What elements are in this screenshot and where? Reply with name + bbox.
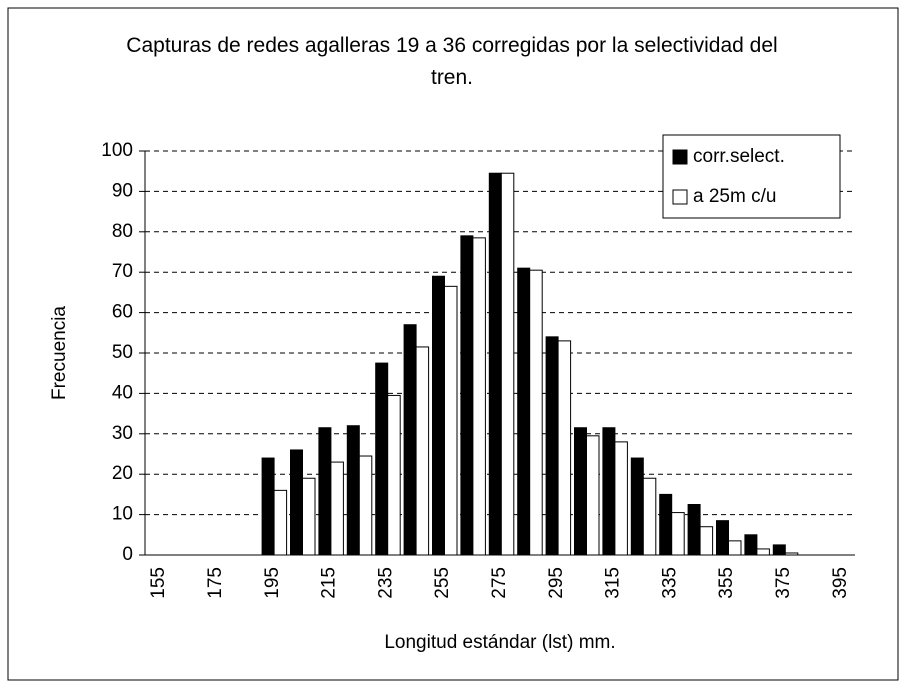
y-tick-label: 90 bbox=[112, 180, 133, 201]
bar bbox=[756, 548, 770, 556]
bar bbox=[772, 544, 786, 556]
bar bbox=[545, 336, 559, 556]
bar bbox=[630, 457, 644, 556]
x-tick-label: 335 bbox=[659, 567, 680, 599]
x-tick-label: 295 bbox=[546, 567, 567, 599]
x-tick-label: 375 bbox=[773, 567, 794, 599]
bar bbox=[500, 172, 515, 556]
y-tick-label: 20 bbox=[112, 463, 133, 484]
x-tick-label: 315 bbox=[603, 567, 624, 599]
legend-label: corr.select. bbox=[693, 146, 785, 167]
x-tick-label: 395 bbox=[830, 567, 851, 599]
bar bbox=[403, 324, 417, 556]
bar bbox=[415, 346, 430, 556]
legend-swatch bbox=[672, 189, 688, 205]
x-tick-label: 175 bbox=[205, 567, 226, 599]
y-axis-title: Frecuencia bbox=[49, 306, 70, 400]
bar bbox=[557, 340, 572, 556]
bar bbox=[290, 449, 303, 556]
x-tick-label: 275 bbox=[489, 567, 510, 599]
bar bbox=[642, 477, 657, 556]
bar bbox=[728, 540, 742, 556]
bar bbox=[614, 441, 628, 556]
x-tick-label: 355 bbox=[716, 567, 737, 599]
legend-label: a 25m c/u bbox=[693, 186, 776, 207]
bar bbox=[744, 534, 758, 556]
bar bbox=[671, 512, 685, 556]
y-tick-label: 60 bbox=[112, 302, 133, 323]
x-tick-label: 195 bbox=[262, 567, 283, 599]
y-tick-label: 80 bbox=[112, 221, 133, 242]
bar bbox=[273, 489, 288, 556]
bar bbox=[358, 455, 373, 556]
bar bbox=[375, 362, 389, 556]
chart-title: Capturas de redes agalleras 19 a 36 corr… bbox=[126, 34, 778, 89]
bar bbox=[687, 504, 701, 556]
bar bbox=[318, 427, 332, 556]
bar bbox=[602, 427, 616, 556]
bar bbox=[699, 526, 714, 556]
y-tick-label: 100 bbox=[101, 140, 133, 161]
bar bbox=[586, 435, 600, 556]
y-tick-label: 30 bbox=[112, 423, 133, 444]
bar bbox=[387, 394, 401, 556]
x-tick-label: 215 bbox=[319, 567, 340, 599]
bar bbox=[517, 267, 531, 556]
bar bbox=[716, 520, 729, 556]
bar bbox=[460, 235, 474, 556]
y-tick-label: 50 bbox=[112, 342, 133, 363]
bar bbox=[346, 425, 360, 556]
bar bbox=[574, 427, 587, 556]
bar bbox=[529, 269, 543, 556]
x-tick-label: 155 bbox=[148, 567, 169, 599]
bar bbox=[659, 493, 673, 556]
bar bbox=[472, 237, 486, 556]
y-tick-label: 70 bbox=[112, 261, 133, 282]
bar bbox=[432, 275, 445, 556]
bar bbox=[488, 172, 502, 556]
x-tick-label: 235 bbox=[375, 567, 396, 599]
legend-box bbox=[662, 134, 841, 219]
bar bbox=[444, 285, 458, 556]
bar bbox=[330, 461, 344, 556]
y-tick-label: 40 bbox=[112, 382, 133, 403]
x-tick-label: 255 bbox=[432, 567, 453, 599]
bar bbox=[302, 477, 316, 556]
y-tick-label: 10 bbox=[112, 504, 133, 525]
legend-swatch bbox=[672, 149, 688, 165]
bar bbox=[261, 457, 275, 556]
x-axis-title: Longitud estándar (lst) mm. bbox=[384, 632, 615, 653]
y-tick-label: 0 bbox=[122, 544, 133, 565]
